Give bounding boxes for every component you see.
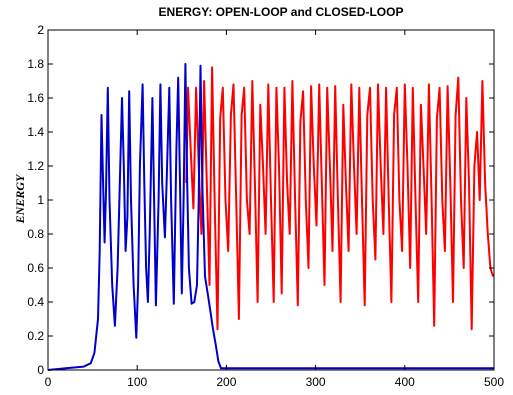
chart-title: ENERGY: OPEN-LOOP and CLOSED-LOOP <box>159 5 404 19</box>
axes-box <box>47 29 495 371</box>
series-line-1 <box>185 66 495 331</box>
y-tick-label: 0.4 <box>27 295 44 309</box>
series-layer <box>47 63 495 371</box>
y-tick-label: 0.2 <box>27 329 44 343</box>
x-tick-label: 300 <box>306 375 326 389</box>
y-tick-label: 0.8 <box>27 227 44 241</box>
y-tick-label: 1 <box>37 193 44 207</box>
y-tick-label: 1.4 <box>27 125 44 139</box>
y-tick-label: 1.6 <box>27 91 44 105</box>
y-tick-label: 1.8 <box>27 57 44 71</box>
y-axis-label: ENERGY <box>13 173 27 224</box>
plot-area: 0 100 200 300 400 500 0 0.2 0.4 0.6 0.8 1 1.2 1.4 1.6 1… <box>27 23 504 389</box>
x-tick-label: 200 <box>216 375 236 389</box>
y-tick-label: 0.6 <box>27 261 44 275</box>
x-tick-label: 0 <box>45 375 52 389</box>
tick-layer: 0 100 200 300 400 500 0 0.2 0.4 0.6 0.8 1 1.2 1.4 1.6 1… <box>27 23 504 389</box>
x-tick-label: 500 <box>484 375 504 389</box>
y-tick-label: 2 <box>37 23 44 37</box>
y-tick-label: 1.2 <box>27 159 44 173</box>
x-tick-label: 100 <box>127 375 147 389</box>
y-tick-label: 0 <box>37 363 44 377</box>
x-tick-label: 400 <box>395 375 415 389</box>
series-line-2 <box>47 63 494 371</box>
